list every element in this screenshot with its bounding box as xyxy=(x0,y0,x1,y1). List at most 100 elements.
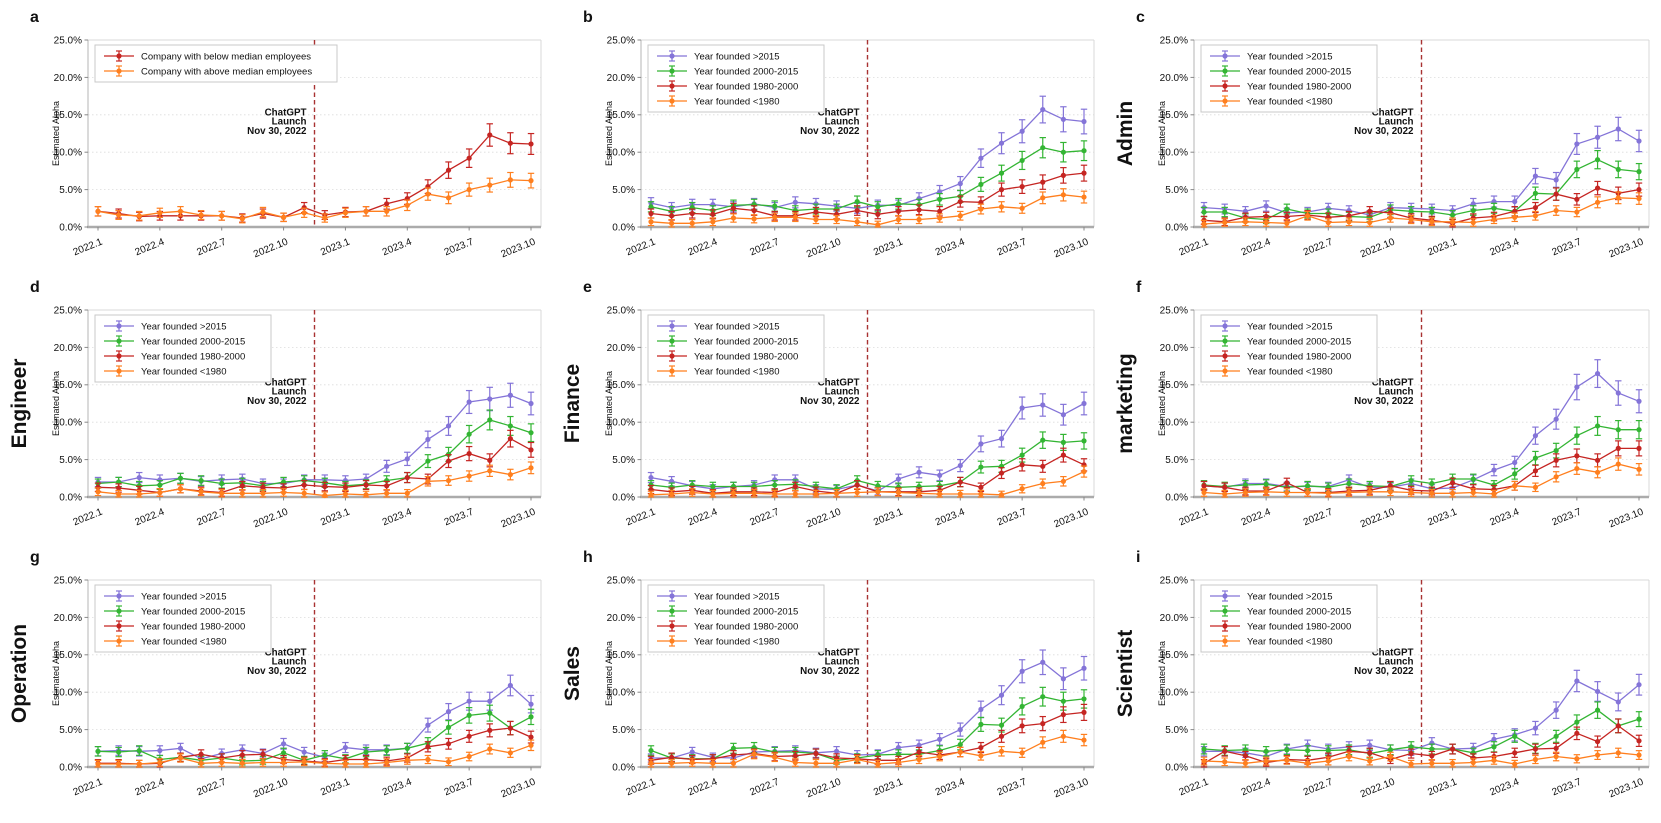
series-line xyxy=(98,744,532,765)
data-point xyxy=(978,206,984,212)
legend: Year founded >2015 Year founded 2000-2015… xyxy=(94,314,272,383)
legend-marker xyxy=(1222,353,1228,359)
legend-item: Year founded 2000-2015 xyxy=(657,335,798,347)
data-point xyxy=(198,477,204,484)
data-point xyxy=(1346,213,1352,219)
x-tick-label: 2023.1 xyxy=(319,776,352,798)
x-tick-label: 2022.1 xyxy=(72,776,105,798)
data-point xyxy=(1532,468,1539,474)
data-point xyxy=(445,741,452,747)
panel-h: 0.0% 5.0% 10.0% 15.0% 20.0% 25.0% Estimated Al… xyxy=(553,540,1106,823)
series-year-founded-1980 xyxy=(94,739,535,768)
data-point xyxy=(1387,489,1394,495)
data-point xyxy=(710,211,716,217)
series-year-founded-1980 xyxy=(647,465,1088,498)
legend-item: Year founded <1980 xyxy=(1210,95,1333,107)
data-point xyxy=(1284,757,1290,763)
data-point xyxy=(792,214,798,220)
x-tick-label: 2022.10 xyxy=(1359,236,1397,260)
data-point xyxy=(1263,481,1269,487)
data-point xyxy=(1553,474,1559,480)
x-tick-label: 2023.10 xyxy=(499,776,537,800)
data-point xyxy=(730,490,737,496)
legend-item: Year founded <1980 xyxy=(657,635,780,647)
panel-g: 0.0% 5.0% 10.0% 15.0% 20.0% 25.0% Estimated Al… xyxy=(0,540,553,823)
data-point xyxy=(895,201,902,207)
data-point xyxy=(1636,169,1642,175)
data-point xyxy=(507,392,513,398)
legend-label: Year founded >2015 xyxy=(1247,321,1333,332)
series-line xyxy=(1203,425,1639,488)
legend-item: Year founded 2000-2015 xyxy=(657,65,798,77)
data-point xyxy=(1470,207,1476,214)
legend-item: Company with above median employees xyxy=(104,65,312,77)
data-point xyxy=(363,749,369,755)
data-point xyxy=(1574,384,1580,390)
row-label: Sales xyxy=(561,646,584,701)
y-axis-title: Estimated Alpha xyxy=(1157,101,1167,166)
y-tick-label: 10.0% xyxy=(1160,148,1188,159)
x-tick-label: 2022.1 xyxy=(72,236,105,258)
data-point xyxy=(177,475,184,481)
data-point xyxy=(1553,457,1559,463)
legend-label: Year founded >2015 xyxy=(141,321,227,332)
data-point xyxy=(937,753,943,760)
chatgpt-launch-text: ChatGPT xyxy=(818,108,860,119)
x-tick-label: 2022.1 xyxy=(625,776,658,798)
data-point xyxy=(937,736,943,742)
data-point xyxy=(1615,699,1621,705)
data-point xyxy=(895,208,902,214)
legend: Company with below median employees Compa… xyxy=(94,44,338,83)
legend-label: Year founded 1980-2000 xyxy=(1247,351,1351,362)
data-point xyxy=(689,749,695,755)
data-point xyxy=(957,213,963,219)
data-point xyxy=(280,750,287,756)
data-point xyxy=(1367,219,1373,226)
data-point xyxy=(1387,483,1394,489)
data-point xyxy=(157,210,163,216)
series-line xyxy=(1203,372,1640,490)
legend-marker xyxy=(669,638,675,644)
data-point xyxy=(198,212,204,218)
row-label: Admin xyxy=(1114,101,1137,166)
y-tick-label: 10.0% xyxy=(607,418,635,429)
data-point xyxy=(998,748,1005,754)
data-point xyxy=(1019,486,1025,492)
x-tick-label: 2023.7 xyxy=(1550,236,1583,258)
series-line xyxy=(1203,752,1640,765)
panel-b: 0.0% 5.0% 10.0% 15.0% 20.0% 25.0% Estimated Al… xyxy=(553,0,1106,270)
data-point xyxy=(1408,744,1414,750)
panel-letter: d xyxy=(30,279,40,296)
legend-label: Year founded <1980 xyxy=(694,636,780,647)
data-point xyxy=(1512,733,1518,739)
x-tick-label: 2023.4 xyxy=(934,506,967,528)
legend-marker xyxy=(669,68,675,74)
legend-marker xyxy=(116,623,122,629)
data-point xyxy=(1019,184,1025,190)
data-point xyxy=(1574,678,1580,684)
x-tick-label: 2022.10 xyxy=(252,776,290,800)
legend-label: Year founded 2000-2015 xyxy=(1247,606,1351,617)
data-point xyxy=(1081,148,1087,154)
series-year-founded-1980 xyxy=(647,729,1088,768)
data-point xyxy=(425,756,431,763)
legend-marker xyxy=(1222,338,1228,344)
legend-marker xyxy=(1222,638,1228,644)
data-point xyxy=(689,489,695,496)
data-point xyxy=(1201,483,1207,489)
data-point xyxy=(1081,118,1087,125)
data-point xyxy=(730,752,737,758)
data-point xyxy=(301,204,307,211)
data-point xyxy=(301,490,307,496)
legend-item: Year founded 2000-2015 xyxy=(1210,605,1351,617)
data-point xyxy=(1040,480,1046,487)
data-point xyxy=(833,216,840,223)
data-point xyxy=(1594,370,1601,377)
data-point xyxy=(384,201,390,207)
data-point xyxy=(1060,172,1066,178)
x-tick-label: 2022.4 xyxy=(133,506,166,528)
legend-marker xyxy=(669,368,675,374)
data-point xyxy=(528,178,534,184)
data-point xyxy=(219,490,225,496)
